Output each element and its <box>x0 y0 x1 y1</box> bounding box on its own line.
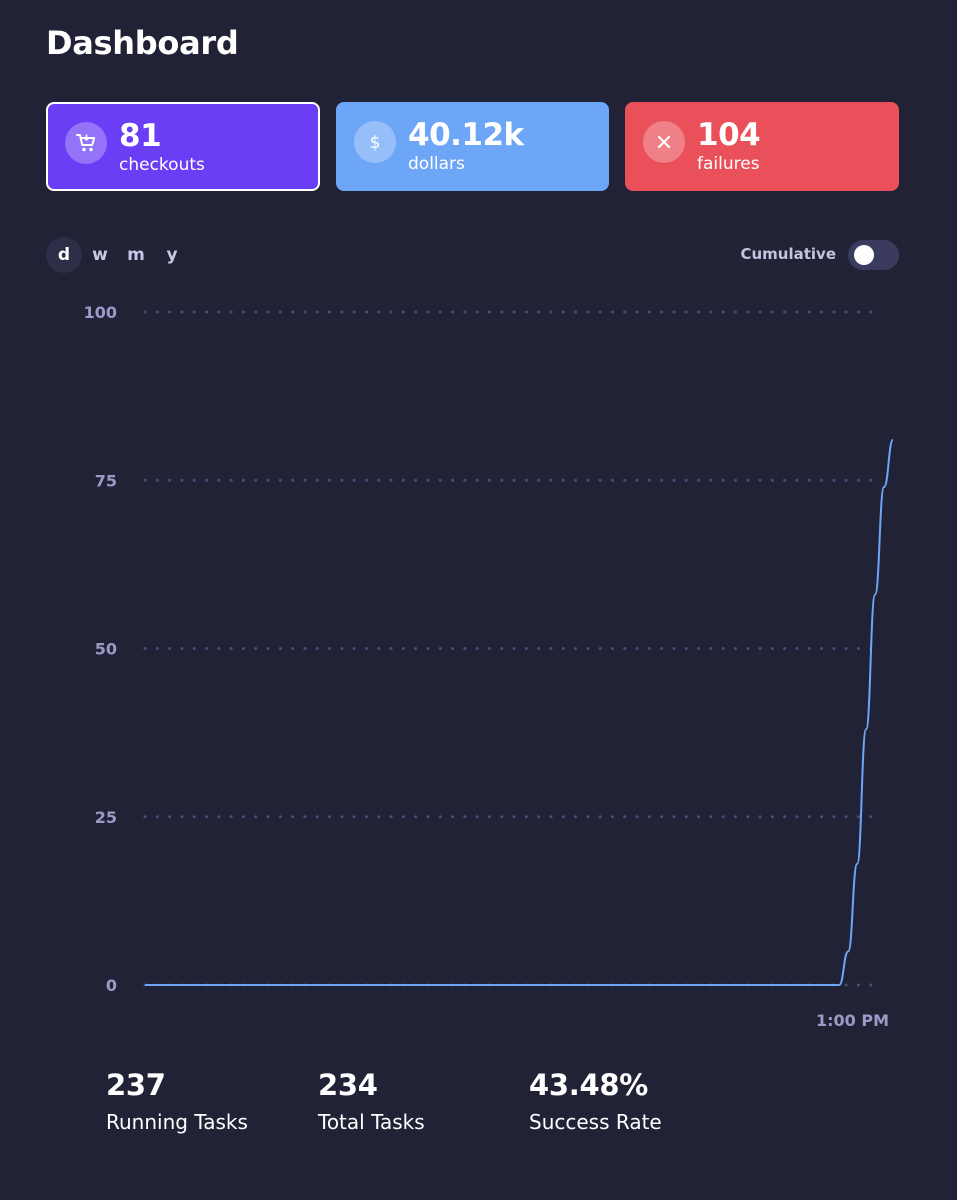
dollars-card[interactable]: $ 40.12k dollars <box>336 102 609 191</box>
checkouts-card[interactable]: 81 checkouts <box>46 102 320 191</box>
checkouts-label: checkouts <box>119 155 205 175</box>
total-tasks-stat: 234 Total Tasks <box>318 1066 425 1134</box>
running-tasks-value: 237 <box>106 1068 166 1102</box>
failures-label: failures <box>697 154 760 174</box>
y-tick-label: 100 <box>84 303 117 322</box>
dollar-icon: $ <box>354 121 396 163</box>
page-title: Dashboard <box>46 24 239 62</box>
success-rate-label: Success Rate <box>529 1110 662 1134</box>
range-tab-week[interactable]: w <box>92 245 108 265</box>
range-tabs: d w m y <box>46 237 190 273</box>
svg-text:$: $ <box>370 133 381 153</box>
success-rate-value: 43.48% <box>529 1068 648 1102</box>
range-tab-day[interactable]: d <box>46 237 82 273</box>
y-tick-label: 25 <box>95 808 117 827</box>
success-rate-stat: 43.48% Success Rate <box>529 1066 662 1134</box>
failures-card[interactable]: 104 failures <box>625 102 899 191</box>
cart-icon <box>65 122 107 164</box>
toggle-knob <box>854 245 874 265</box>
running-tasks-stat: 237 Running Tasks <box>106 1066 248 1134</box>
dollars-label: dollars <box>408 154 465 174</box>
x-tick-label: 1:00 PM <box>816 1011 889 1030</box>
y-tick-label: 0 <box>106 976 117 995</box>
total-tasks-label: Total Tasks <box>318 1110 425 1134</box>
y-tick-label: 50 <box>95 640 117 659</box>
checkouts-value: 81 <box>119 118 162 154</box>
series-line <box>145 438 894 986</box>
y-tick-label: 75 <box>95 471 117 490</box>
total-tasks-value: 234 <box>318 1068 378 1102</box>
failures-value: 104 <box>697 117 761 153</box>
checkouts-line-chart: 100 75 50 25 0 1:00 PM <box>84 303 894 1030</box>
cumulative-label: Cumulative <box>740 245 836 263</box>
running-tasks-label: Running Tasks <box>106 1110 248 1134</box>
range-tab-month[interactable]: m <box>127 245 145 265</box>
close-icon <box>643 121 685 163</box>
range-tab-year[interactable]: y <box>166 245 178 265</box>
dollars-value: 40.12k <box>408 117 524 153</box>
cumulative-toggle[interactable] <box>848 240 899 270</box>
